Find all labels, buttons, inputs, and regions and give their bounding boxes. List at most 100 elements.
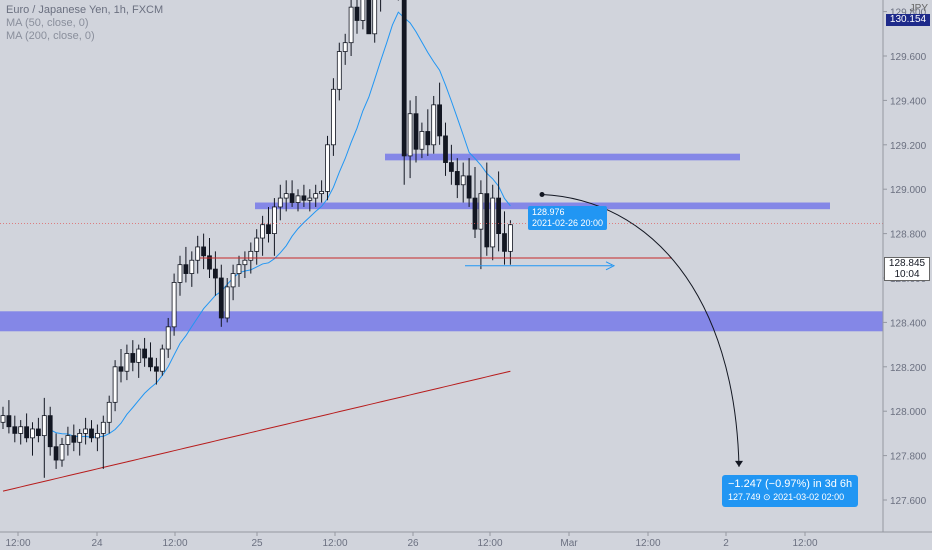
candle-body[interactable] [460, 175, 466, 186]
candle-body[interactable] [366, 0, 372, 35]
candle-body[interactable] [24, 426, 30, 439]
candle-body[interactable] [490, 197, 496, 248]
candle-body[interactable] [407, 113, 413, 157]
candle-body[interactable] [307, 197, 313, 201]
candle-body[interactable] [419, 131, 425, 150]
candle-body[interactable] [242, 259, 248, 266]
candle-body[interactable] [100, 421, 106, 434]
candle-body[interactable] [348, 6, 354, 44]
candle-body[interactable] [124, 353, 130, 372]
candle-body[interactable] [236, 264, 242, 274]
candle-body[interactable] [71, 435, 77, 443]
candle-body[interactable] [41, 415, 47, 437]
candle-body[interactable] [207, 255, 212, 270]
candle-body[interactable] [266, 224, 271, 235]
candle-body[interactable] [201, 246, 207, 257]
candle-body[interactable] [12, 426, 18, 434]
candle-body[interactable] [289, 193, 295, 203]
ma200-line[interactable] [2, 370, 511, 492]
candle-body[interactable] [18, 426, 24, 434]
candle-body[interactable] [89, 428, 94, 439]
candle-body[interactable] [507, 224, 513, 252]
candle-body[interactable] [478, 193, 484, 230]
candle-body[interactable] [95, 432, 100, 439]
candle-body[interactable] [112, 366, 118, 403]
candle-body[interactable] [230, 273, 236, 288]
candle-body[interactable] [142, 348, 148, 359]
candle-body[interactable] [195, 246, 201, 261]
candle-body[interactable] [502, 233, 507, 252]
price-tick-label: 129.800 [890, 8, 927, 19]
candle-body[interactable] [0, 415, 6, 423]
candle-body[interactable] [448, 162, 454, 172]
candle-body[interactable] [283, 193, 289, 199]
candle-body[interactable] [425, 131, 431, 146]
candle-body[interactable] [165, 326, 171, 350]
candle-body[interactable] [153, 366, 159, 372]
ma50-line[interactable] [49, 11, 511, 438]
candle-body[interactable] [277, 197, 283, 208]
candle-body[interactable] [65, 435, 71, 445]
candle-body[interactable] [47, 415, 53, 448]
projection-curve[interactable] [541, 194, 740, 467]
candle-body[interactable] [148, 357, 153, 368]
candle-body[interactable] [437, 104, 443, 137]
time-tick-label: 12:00 [635, 538, 660, 549]
price-tick-label: 129.400 [890, 96, 927, 107]
candle-body[interactable] [413, 113, 419, 150]
candle-body[interactable] [106, 401, 112, 423]
candle-body[interactable] [313, 193, 319, 199]
symbol-title[interactable]: Euro / Japanese Yen, 1h, FXCM [6, 4, 164, 16]
candle-body[interactable] [372, 0, 378, 35]
price-axis[interactable]: 130.000129.800129.600129.400129.200129.0… [883, 0, 927, 507]
candle-body[interactable] [271, 206, 277, 235]
time-tick-label: 12:00 [162, 538, 187, 549]
candle-body[interactable] [342, 42, 348, 52]
candle-body[interactable] [301, 195, 307, 201]
candle-body[interactable] [224, 286, 230, 319]
candle-body[interactable] [319, 191, 325, 195]
support-resistance-zone[interactable] [385, 153, 740, 161]
candle-body[interactable] [130, 353, 136, 363]
candle-body[interactable] [472, 197, 478, 230]
candle-body[interactable] [454, 171, 460, 186]
candle-body[interactable] [218, 277, 224, 319]
candle-body[interactable] [171, 282, 177, 328]
support-resistance-zone[interactable] [0, 311, 883, 332]
candle-body[interactable] [443, 135, 448, 163]
ma200-legend[interactable]: MA (200, close, 0) [6, 30, 95, 42]
candle-body[interactable] [189, 259, 195, 274]
candle-body[interactable] [431, 104, 437, 146]
candle-body[interactable] [83, 428, 88, 434]
candle-body[interactable] [401, 0, 407, 157]
candle-body[interactable] [484, 193, 490, 248]
candle-body[interactable] [466, 175, 472, 199]
candle-body[interactable] [354, 6, 360, 21]
candle-body[interactable] [36, 428, 41, 437]
candle-body[interactable] [183, 264, 189, 274]
support-resistance-zone[interactable] [255, 202, 830, 210]
candle-body[interactable] [6, 415, 12, 428]
candle-body[interactable] [53, 446, 59, 461]
candle-body[interactable] [295, 195, 301, 203]
candle-body[interactable] [59, 444, 65, 461]
candle-body[interactable] [77, 432, 83, 443]
candle-body[interactable] [325, 144, 330, 192]
time-axis[interactable]: 12:00 24 12:00 25 12:00 26 12:00 Mar 12:00 2 12:00 [5, 532, 818, 549]
candle-body[interactable] [260, 224, 266, 239]
candle-body[interactable] [212, 268, 218, 279]
candle-body[interactable] [336, 51, 342, 90]
candle-body[interactable] [159, 348, 165, 372]
candle-body[interactable] [254, 237, 260, 252]
candle-body[interactable] [360, 0, 366, 21]
candle-body[interactable] [330, 88, 336, 146]
candle-body[interactable] [248, 250, 254, 261]
candle-body[interactable] [118, 366, 124, 372]
projection-start-point[interactable] [539, 192, 545, 198]
candle-body[interactable] [30, 428, 35, 439]
candle-body[interactable] [496, 197, 502, 235]
ma50-legend[interactable]: MA (50, close, 0) [6, 17, 89, 29]
candle-body[interactable] [136, 348, 142, 363]
candle-body[interactable] [177, 264, 183, 283]
